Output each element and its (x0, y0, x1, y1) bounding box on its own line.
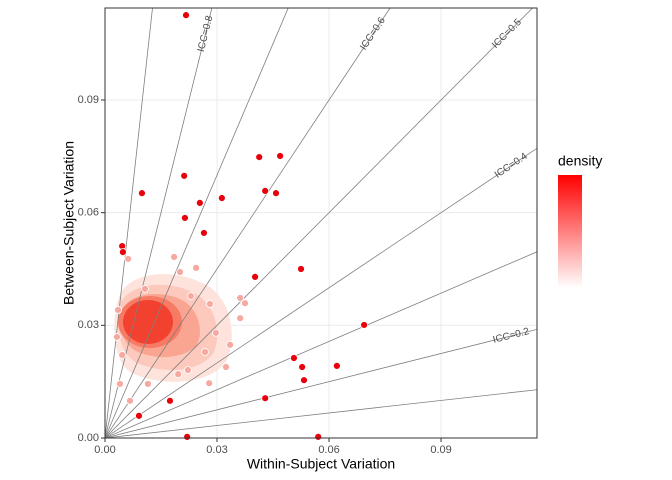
point (297, 265, 305, 273)
point (135, 411, 143, 420)
point (251, 272, 259, 281)
point (186, 292, 195, 300)
point (272, 189, 280, 198)
y-tick-label: 0.06 (78, 207, 99, 219)
point (236, 294, 245, 302)
point (298, 363, 307, 371)
point (206, 300, 214, 308)
icc-line (105, 389, 537, 438)
legend-title: density (558, 153, 602, 169)
point (241, 299, 249, 308)
point (360, 321, 369, 329)
legend-colorbar (558, 175, 582, 288)
point (261, 394, 270, 403)
point (217, 194, 226, 202)
x-tick-label: 0.09 (430, 444, 451, 456)
y-tick-label: 0.00 (78, 432, 99, 444)
icc-lines (105, 8, 537, 438)
point (261, 186, 270, 195)
point (205, 379, 214, 388)
icc-line (105, 8, 213, 438)
point (174, 370, 183, 379)
x-tick-label: 0.06 (318, 444, 339, 456)
point (222, 363, 230, 371)
point (181, 214, 189, 222)
points (113, 11, 369, 441)
y-tick-label: 0.09 (78, 94, 99, 106)
point (200, 229, 208, 237)
point (314, 432, 323, 441)
point (255, 153, 264, 161)
point (211, 328, 220, 337)
x-tick-label: 0.03 (206, 444, 227, 456)
point (182, 11, 190, 20)
plot-border (104, 7, 538, 439)
icc-line (105, 147, 537, 438)
point (192, 263, 201, 272)
x-tick-label: 0.00 (94, 444, 115, 456)
icc-line (105, 8, 533, 438)
icc-line (105, 8, 289, 438)
point (226, 340, 234, 349)
x-axis-title: Within-Subject Variation (247, 456, 395, 472)
y-axis-title: Between-Subject Variation (61, 141, 77, 305)
icc-line (105, 251, 537, 438)
y-tick-label: 0.03 (78, 319, 99, 331)
point (183, 432, 192, 441)
point (290, 354, 298, 362)
point (118, 351, 127, 359)
point (138, 189, 146, 198)
point (276, 152, 285, 160)
point (144, 380, 152, 388)
point (124, 254, 133, 263)
icc-line (105, 328, 537, 438)
point (166, 396, 174, 405)
icc-line (105, 8, 391, 438)
point (114, 306, 122, 314)
point (201, 348, 209, 356)
point (119, 248, 127, 257)
density-level (123, 300, 173, 344)
point (116, 380, 124, 388)
point (126, 396, 134, 405)
point (141, 285, 149, 293)
point (332, 361, 341, 370)
point (180, 171, 189, 180)
point (195, 199, 204, 207)
point (176, 268, 184, 276)
icc-line (105, 8, 153, 438)
point (183, 366, 192, 374)
point (300, 376, 308, 385)
point (113, 333, 121, 341)
point (236, 314, 245, 323)
axes: 0.00 0.03 0.06 0.09 0.00 0.03 0.06 0.09 (78, 94, 452, 456)
point (170, 253, 178, 261)
